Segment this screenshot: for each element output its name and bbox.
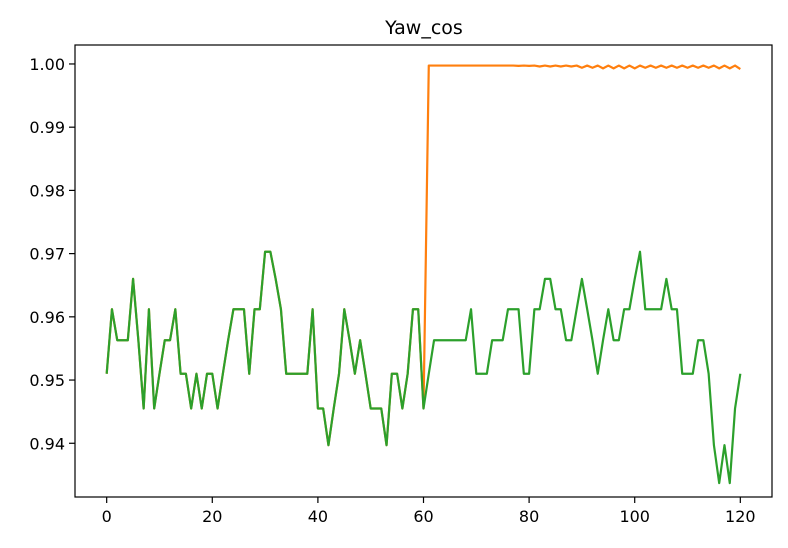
- chart-title: Yaw_cos: [384, 17, 463, 39]
- y-tick-label: 0.94: [29, 434, 65, 453]
- y-tick-label: 0.97: [29, 245, 65, 264]
- x-tick-label: 20: [202, 507, 222, 526]
- x-tick-label: 0: [102, 507, 112, 526]
- x-tick-label: 100: [619, 507, 650, 526]
- y-tick-label: 0.99: [29, 118, 65, 137]
- x-tick-label: 80: [519, 507, 539, 526]
- y-tick-label: 1.00: [29, 55, 65, 74]
- series-line-2: [105, 250, 742, 485]
- y-tick-label: 0.96: [29, 308, 65, 327]
- x-tick-label: 60: [413, 507, 433, 526]
- y-tick-label: 0.98: [29, 181, 65, 200]
- x-tick-label: 40: [308, 507, 328, 526]
- x-tick-label: 120: [725, 507, 756, 526]
- y-tick-label: 0.95: [29, 371, 65, 390]
